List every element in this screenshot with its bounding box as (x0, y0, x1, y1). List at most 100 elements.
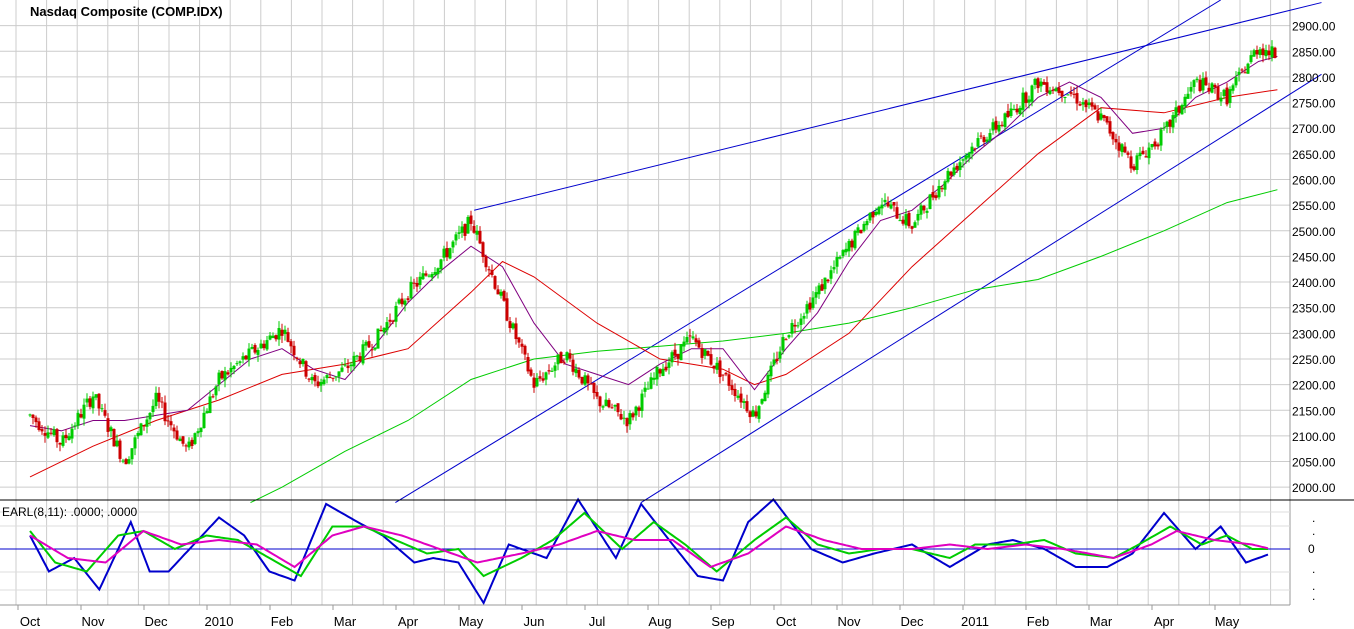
candle-body (1147, 147, 1151, 159)
candle-body (1009, 108, 1013, 117)
candle-body (58, 442, 62, 445)
candle-body (1267, 50, 1271, 56)
candle-body (268, 335, 272, 340)
candle-body (394, 305, 398, 322)
candle-body (1126, 152, 1130, 155)
candle-body (646, 388, 650, 390)
candle-body (517, 337, 521, 343)
candle-body (595, 392, 599, 397)
candle-body (529, 369, 533, 376)
candle-body (691, 336, 695, 339)
candle-body (883, 199, 887, 203)
candle-body (400, 298, 404, 305)
candle-body (1255, 49, 1259, 55)
y-tick-label: 2100.00 (1292, 430, 1336, 444)
candle-body (106, 418, 110, 432)
candle-body (409, 281, 413, 299)
candle-body (46, 432, 50, 438)
candle-body (139, 423, 143, 436)
candle-body (1015, 108, 1019, 113)
candle-body (52, 429, 56, 436)
candle-body (1195, 78, 1199, 81)
candle-body (190, 439, 194, 446)
candle-body (1222, 89, 1226, 97)
candle-body (1168, 119, 1172, 127)
candle-body (814, 292, 818, 298)
candle-body (970, 146, 974, 154)
candle-body (1042, 81, 1046, 85)
candle-body (919, 205, 923, 215)
candle-body (37, 421, 41, 430)
candle-body (1078, 104, 1082, 106)
candle-body (1213, 84, 1217, 88)
candle-body (1219, 97, 1223, 102)
candle-body (760, 399, 764, 404)
price-chart-title: Nasdaq Composite (COMP.IDX) (30, 4, 223, 19)
candle-body (214, 386, 218, 396)
candle-body (544, 372, 548, 380)
oscillator-tick-label: . (1312, 579, 1315, 593)
candle-body (658, 369, 662, 374)
candle-body (655, 366, 659, 380)
candle-body (343, 364, 347, 366)
candle-body (625, 418, 629, 427)
x-tick-label: Feb (271, 614, 293, 629)
candle-body (1072, 93, 1076, 95)
candle-body (1003, 113, 1007, 128)
candle-body (784, 339, 788, 341)
candle-body (712, 365, 716, 369)
candle-body (127, 459, 131, 464)
candle-body (805, 304, 809, 314)
candle-body (250, 347, 254, 349)
candle-body (853, 230, 857, 249)
candle-body (643, 387, 647, 392)
candle-body (436, 268, 440, 275)
candle-body (1120, 144, 1124, 153)
candle-body (661, 368, 665, 377)
x-tick-label: Jun (524, 614, 545, 629)
oscillator-magenta-line (29, 525, 1269, 569)
candle-body (634, 406, 638, 416)
candle-body (361, 344, 365, 364)
candle-body (532, 377, 536, 388)
candle-body (472, 225, 476, 233)
candle-body (379, 329, 383, 331)
y-tick-label: 2250.00 (1292, 353, 1336, 367)
candle-body (469, 215, 473, 224)
candle-body (589, 383, 593, 385)
trend-line (395, 0, 1221, 503)
candle-body (622, 417, 626, 419)
candle-body (898, 220, 902, 222)
candle-body (451, 241, 455, 248)
x-tick-label: Dec (144, 614, 168, 629)
candle-body (583, 375, 587, 385)
candle-body (418, 276, 422, 285)
candle-body (991, 122, 995, 131)
candle-body (718, 360, 722, 378)
candle-body (700, 347, 704, 358)
candle-body (847, 241, 851, 252)
candle-body (961, 159, 965, 161)
candle-body (850, 240, 854, 248)
candle-body (178, 438, 182, 442)
candle-body (703, 349, 707, 356)
candle-body (1054, 88, 1058, 92)
candle-body (838, 257, 842, 259)
x-tick-label: Jul (589, 614, 606, 629)
candle-body (304, 361, 308, 377)
candle-body (952, 167, 956, 175)
candle-body (421, 273, 425, 280)
candle-body (286, 332, 290, 342)
candle-body (1261, 48, 1265, 56)
candle-body (871, 211, 875, 218)
candle-body (604, 399, 608, 407)
candle-body (925, 210, 929, 213)
candle-body (301, 358, 305, 365)
candle-body (1192, 80, 1196, 87)
candle-body (739, 393, 743, 403)
candle-body (355, 355, 359, 357)
candle-body (577, 369, 581, 378)
candle-body (100, 408, 104, 410)
candle-body (1246, 63, 1250, 74)
candle-body (1102, 115, 1106, 118)
